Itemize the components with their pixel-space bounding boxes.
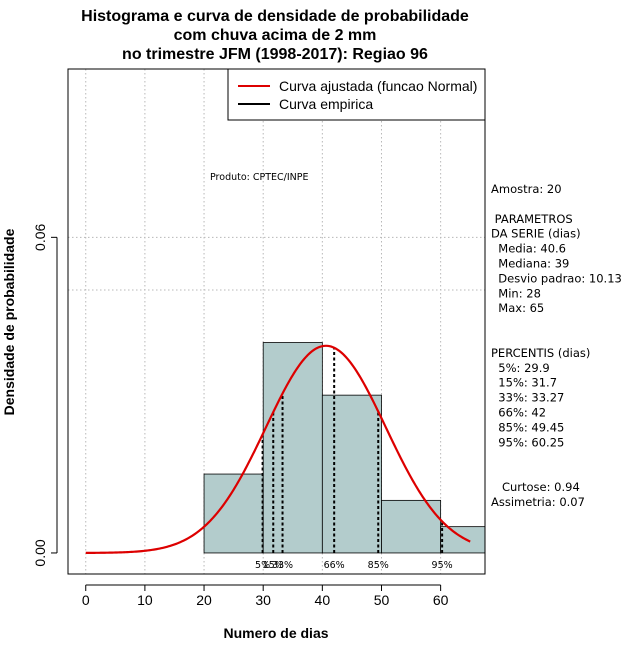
normal-fit-curve	[85, 344, 471, 554]
y-tick-label: 0.06	[32, 223, 48, 250]
stats-line: Assimetria: 0.07	[491, 495, 585, 509]
percentile-marker-label: 95%	[432, 560, 453, 571]
stats-line: 85%: 49.45	[491, 420, 564, 434]
percentile-markers: 5%15%33% 66% 85% 95%	[255, 347, 453, 571]
legend-box	[227, 68, 486, 121]
percentile-marker-label: 15%	[263, 560, 284, 571]
x-tick-label: 30	[255, 592, 271, 608]
percentile-marker-label: 66%	[324, 560, 345, 571]
x-tick-label: 0	[82, 592, 90, 608]
x-axis-title: Numero de dias	[223, 625, 328, 641]
stats-line: Mediana: 39	[491, 257, 569, 271]
grid	[68, 69, 485, 574]
stats-line: Max: 65	[491, 301, 544, 315]
percentile-marker-label: 5%	[255, 560, 270, 571]
x-tick-label: 60	[433, 592, 449, 608]
legend-label-fitted: Curva ajustada (funcao Normal)	[279, 78, 477, 94]
y-tick-label: 0.00	[32, 539, 48, 566]
legend-label-empirical: Curva empirica	[279, 96, 373, 112]
histogram-bar	[203, 473, 264, 554]
stats-line: DA SERIE (dias)	[491, 227, 581, 241]
stats-line: 5%: 29.9	[491, 361, 550, 375]
stats-line: Min: 28	[491, 286, 541, 300]
x-tick-label: 20	[196, 592, 212, 608]
stats-line: 66%: 42	[491, 406, 546, 420]
legend: Curva ajustada (funcao Normal) Curva emp…	[227, 68, 486, 121]
product-annotation: Produto: CPTEC/INPE	[210, 172, 309, 183]
stats-line: Amostra: 20	[491, 182, 562, 196]
x-tick-label: 10	[137, 592, 153, 608]
title-line-1: Histograma e curva de densidade de proba…	[81, 8, 469, 25]
y-axis-title: Densidade de probabilidade	[1, 228, 17, 415]
stats-line: Curtose: 0.94	[491, 480, 580, 494]
stats-line: Desvio padrao: 10.13	[491, 271, 622, 285]
x-tick-label: 40	[315, 592, 331, 608]
normal-curve-layer	[85, 344, 471, 554]
x-axis: 0 10 20 30 40 50 60	[82, 584, 449, 608]
x-tick-label: 50	[374, 592, 390, 608]
chart-title: Histograma e curva de densidade de proba…	[81, 8, 469, 63]
percentile-marker-label: 85%	[368, 560, 389, 571]
stats-line: 15%: 31.7	[491, 376, 557, 390]
title-line-2: com chuva acima de 2 mm	[174, 27, 377, 44]
stats-line: 33%: 33.27	[491, 391, 564, 405]
histogram-bar	[440, 526, 486, 554]
percentile-marker-label: 33%	[272, 560, 293, 571]
stats-line: PARAMETROS	[491, 212, 573, 226]
stats-line: PERCENTIS (dias)	[491, 346, 590, 360]
y-axis: 0.00 0.06	[32, 223, 58, 567]
stats-line: Media: 40.6	[491, 242, 566, 256]
stats-line: 95%: 60.25	[491, 435, 564, 449]
histogram-bar	[321, 394, 382, 554]
title-line-3: no trimestre JFM (1998-2017): Regiao 96	[122, 46, 428, 63]
